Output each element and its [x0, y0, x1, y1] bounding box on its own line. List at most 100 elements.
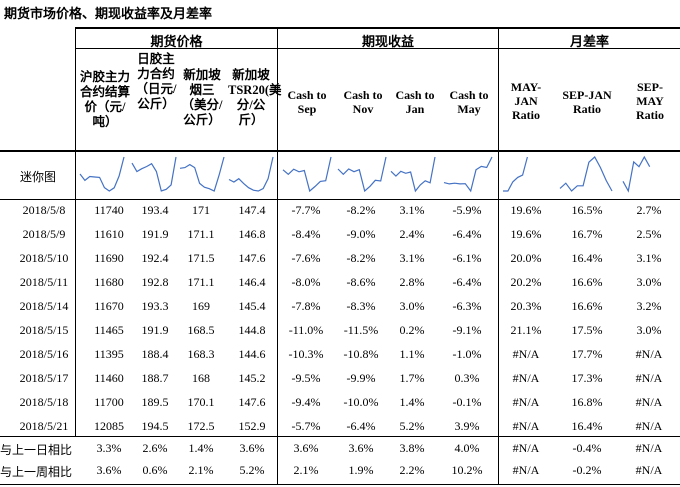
group-header-basis-return: 期现收益	[361, 34, 414, 49]
summary-cell: 10.2%	[451, 463, 483, 477]
table-cell: -0.1%	[452, 395, 482, 409]
sparkline	[442, 155, 494, 193]
table-cell: -10.3%	[288, 347, 324, 361]
sparkline-path	[443, 156, 493, 193]
table-cell: 17.7%	[571, 347, 603, 361]
table-cell: -9.9%	[346, 371, 376, 385]
separator-prices-returns	[277, 27, 278, 485]
table-cell: 152.9	[238, 419, 266, 433]
table-cell: 3.1%	[636, 251, 662, 265]
summary-row-label: 与上一周相比	[0, 465, 73, 479]
table-cell: 20.2%	[510, 275, 542, 289]
row-date: 2018/5/9	[22, 227, 66, 241]
sparkline	[621, 155, 673, 193]
row-date: 2018/5/15	[19, 323, 69, 337]
sparkline-path	[390, 156, 436, 193]
sparkline	[281, 155, 333, 193]
summary-row-label: 与上一日相比	[0, 443, 73, 457]
table-cell: -8.3%	[346, 299, 376, 313]
sparkline	[558, 155, 614, 193]
sparkline	[178, 155, 226, 193]
row-date: 2018/5/10	[19, 251, 69, 265]
sparkline	[78, 155, 126, 193]
row-date: 2018/5/17	[19, 371, 69, 385]
summary-cell: 2.6%	[142, 441, 168, 455]
table-bottom-rule	[0, 484, 680, 485]
table-cell: 3.2%	[636, 299, 662, 313]
table-cell: -6.4%	[346, 419, 376, 433]
table-cell: 145.2	[238, 371, 266, 385]
table-cell: -9.1%	[452, 323, 482, 337]
table-title: 期货市场价格、期现收益率及月差率	[4, 6, 213, 21]
table-cell: -8.4%	[291, 227, 321, 241]
sparkline	[336, 155, 388, 193]
table-cell: 11700	[94, 395, 124, 409]
table-cell: 172.5	[187, 419, 215, 433]
table-cell: 16.5%	[571, 203, 603, 217]
column-header-sep-jan-ratio: SEP-JAN Ratio	[562, 88, 612, 116]
sparkline-path	[282, 156, 332, 193]
row-date: 2018/5/16	[19, 347, 69, 361]
table-cell: 0.2%	[399, 323, 425, 337]
sparkline-path	[622, 155, 651, 193]
column-header-cash-to-nov: Cash to Nov	[343, 88, 383, 116]
table-cell: #N/A	[512, 419, 540, 433]
table-cell: 17.3%	[571, 371, 603, 385]
table-cell: 170.1	[187, 395, 215, 409]
sparkline-path	[179, 156, 225, 192]
table-cell: 191.9	[141, 323, 169, 337]
column-header-cash-to-sep: Cash to Sep	[287, 88, 327, 116]
summary-cell: -0.4%	[572, 441, 602, 455]
table-cell: #N/A	[635, 395, 663, 409]
table-cell: 144.8	[238, 323, 266, 337]
table-cell: 193.4	[141, 203, 169, 217]
table-cell: 169	[192, 299, 210, 313]
table-cell: -11.0%	[288, 323, 324, 337]
table-cell: 168.3	[187, 347, 215, 361]
table-cell: -6.1%	[452, 251, 482, 265]
table-cell: 16.4%	[571, 419, 603, 433]
table-cell: 3.1%	[399, 251, 425, 265]
table-cell: 2.4%	[399, 227, 425, 241]
table-cell: 1.4%	[399, 395, 425, 409]
summary-cell: 1.9%	[348, 463, 374, 477]
summary-cell: 2.2%	[399, 463, 425, 477]
column-header-sg-rss3: 新加坡烟三（美分/公斤）	[181, 68, 223, 127]
table-cell: 11680	[94, 275, 124, 289]
column-header-sep-may-ratio: SEP-MAY Ratio	[636, 80, 664, 122]
table-cell: 20.3%	[510, 299, 542, 313]
row-date: 2018/5/8	[22, 203, 66, 217]
summary-cell: #N/A	[635, 463, 663, 477]
table-cell: 3.0%	[399, 299, 425, 313]
table-cell: 146.8	[238, 227, 266, 241]
table-cell: 194.5	[141, 419, 169, 433]
table-cell: 3.0%	[636, 275, 662, 289]
table-cell: -7.6%	[291, 251, 321, 265]
table-cell: 11465	[94, 323, 124, 337]
group-rule	[75, 48, 680, 49]
table-cell: 171.5	[187, 251, 215, 265]
column-header-may-jan-ratio: MAY-JAN Ratio	[510, 80, 542, 122]
table-cell: 171.1	[187, 227, 215, 241]
sparkline	[227, 155, 275, 193]
header-bottom-rule	[0, 150, 680, 152]
table-cell: 16.6%	[571, 299, 603, 313]
row-date: 2018/5/21	[19, 419, 69, 433]
table-cell: 188.7	[141, 371, 169, 385]
summary-cell: 5.2%	[239, 463, 265, 477]
table-cell: 1.7%	[399, 371, 425, 385]
table-cell: #N/A	[512, 347, 540, 361]
table-cell: 21.1%	[510, 323, 542, 337]
row-date: 2018/5/11	[19, 275, 69, 289]
table-cell: 189.5	[141, 395, 169, 409]
sparkline-path	[337, 156, 387, 193]
table-cell: 171.1	[187, 275, 215, 289]
table-cell: 19.6%	[510, 203, 542, 217]
table-cell: #N/A	[635, 347, 663, 361]
table-cell: 11460	[94, 371, 124, 385]
table-cell: -10.0%	[343, 395, 379, 409]
table-cell: 11610	[94, 227, 124, 241]
table-cell: -8.2%	[346, 203, 376, 217]
sparkline	[501, 155, 549, 193]
top-rule	[75, 27, 680, 29]
